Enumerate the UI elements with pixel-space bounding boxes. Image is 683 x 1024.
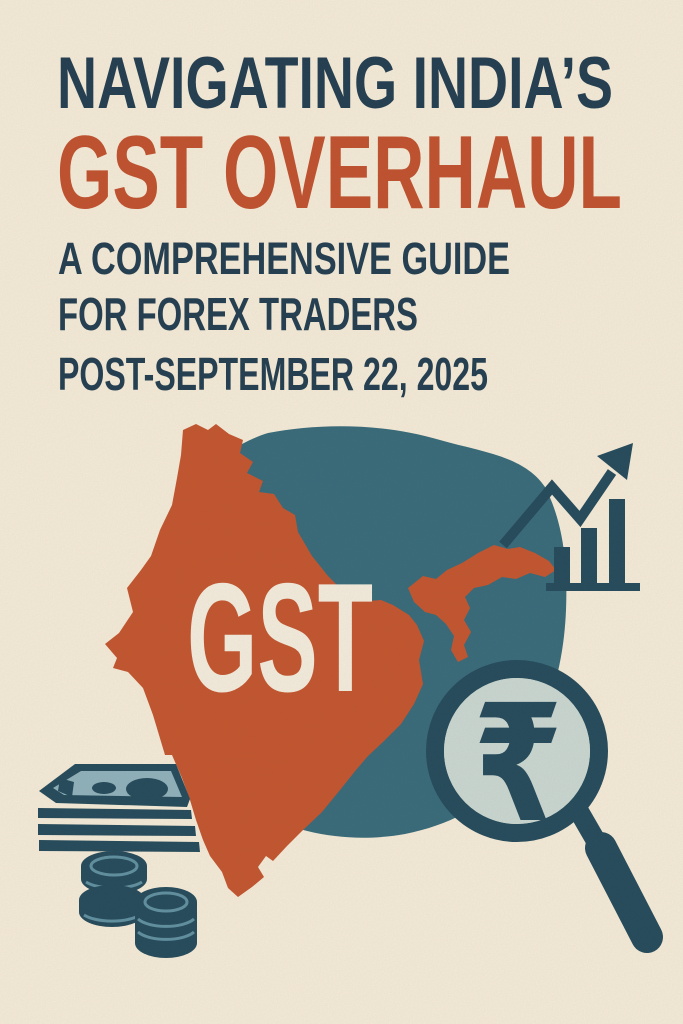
poster-canvas: NAVIGATING INDIA’S GST OVERHAUL A COMPRE… (0, 0, 683, 1024)
poster: NAVIGATING INDIA’S GST OVERHAUL A COMPRE… (0, 0, 683, 1024)
paper-grain-overlay (0, 0, 683, 1024)
